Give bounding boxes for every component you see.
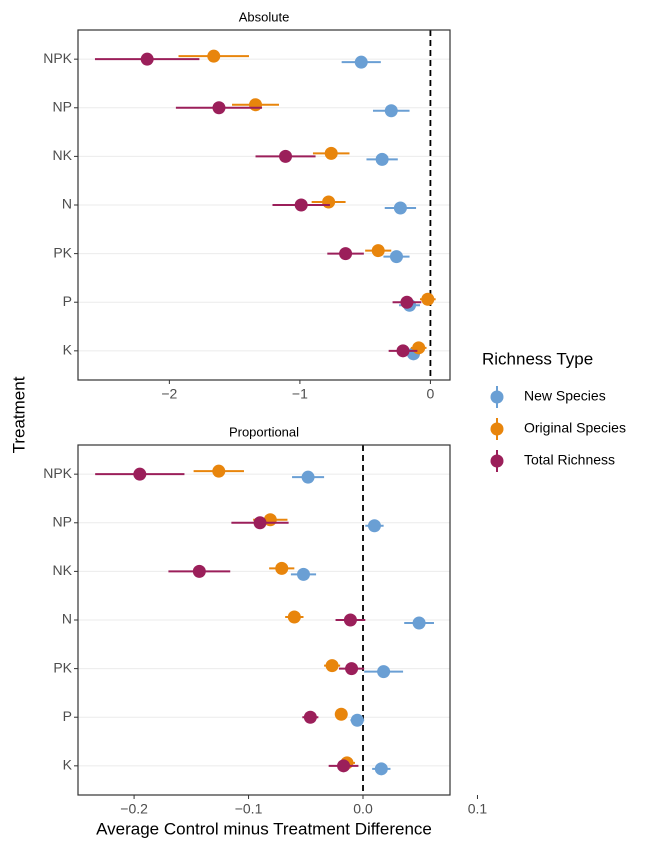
point: [384, 104, 398, 118]
x-axis-label: Average Control minus Treatment Differen…: [96, 819, 432, 838]
point: [322, 195, 336, 209]
point: [133, 467, 147, 481]
point: [296, 567, 310, 581]
point: [212, 101, 226, 115]
y-tick-label: NK: [53, 147, 73, 163]
point: [303, 710, 317, 724]
point: [412, 341, 426, 355]
y-tick-label: P: [63, 708, 72, 724]
point: [249, 98, 263, 112]
y-tick-label: PK: [53, 244, 72, 260]
point: [339, 247, 353, 261]
legend-key: [490, 454, 504, 468]
point: [421, 292, 435, 306]
x-tick-label: 0: [427, 386, 435, 402]
x-tick-label: 0.1: [468, 801, 488, 817]
point: [287, 610, 301, 624]
point: [412, 616, 426, 630]
y-tick-label: NP: [53, 98, 72, 114]
point: [367, 519, 381, 533]
point: [337, 759, 351, 773]
point: [325, 659, 339, 673]
point: [350, 713, 364, 727]
y-axis-label: Treatment: [9, 376, 28, 453]
point: [207, 49, 221, 63]
point: [389, 250, 403, 264]
x-tick-label: −1: [292, 386, 308, 402]
legend-key: [490, 390, 504, 404]
y-tick-label: NPK: [43, 465, 72, 481]
x-tick-label: −0.2: [120, 801, 148, 817]
point: [279, 149, 293, 163]
point: [334, 707, 348, 721]
x-tick-label: −0.1: [235, 801, 263, 817]
y-tick-label: NP: [53, 513, 72, 529]
point: [354, 55, 368, 69]
y-tick-label: P: [63, 293, 72, 309]
panel-border: [77, 29, 451, 381]
point: [375, 152, 389, 166]
point: [371, 244, 385, 258]
y-tick-label: K: [63, 757, 73, 773]
point: [396, 344, 410, 358]
y-tick-label: NPK: [43, 50, 72, 66]
x-tick-label: −2: [161, 386, 177, 402]
y-tick-label: N: [62, 196, 72, 212]
point: [377, 665, 391, 679]
y-tick-label: NK: [53, 562, 73, 578]
point: [324, 146, 338, 160]
legend-key: [490, 422, 504, 436]
legend-label: New Species: [524, 388, 606, 404]
y-tick-label: PK: [53, 659, 72, 675]
legend-label: Total Richness: [524, 452, 615, 468]
point: [374, 762, 388, 776]
y-tick-label: N: [62, 611, 72, 627]
point: [140, 52, 154, 66]
x-tick-label: 0.0: [353, 801, 373, 817]
point: [294, 198, 308, 212]
point: [400, 295, 414, 309]
point: [253, 516, 267, 530]
point: [212, 464, 226, 478]
legend-title: Richness Type: [482, 349, 593, 368]
point: [345, 662, 359, 676]
point: [343, 613, 357, 627]
point: [393, 201, 407, 215]
panel-title: Absolute: [239, 9, 290, 24]
point: [275, 561, 289, 575]
y-tick-label: K: [63, 342, 73, 358]
point: [192, 564, 206, 578]
legend-label: Original Species: [524, 420, 626, 436]
panel-title: Proportional: [229, 424, 299, 439]
point: [301, 470, 315, 484]
panel-border: [77, 444, 451, 796]
